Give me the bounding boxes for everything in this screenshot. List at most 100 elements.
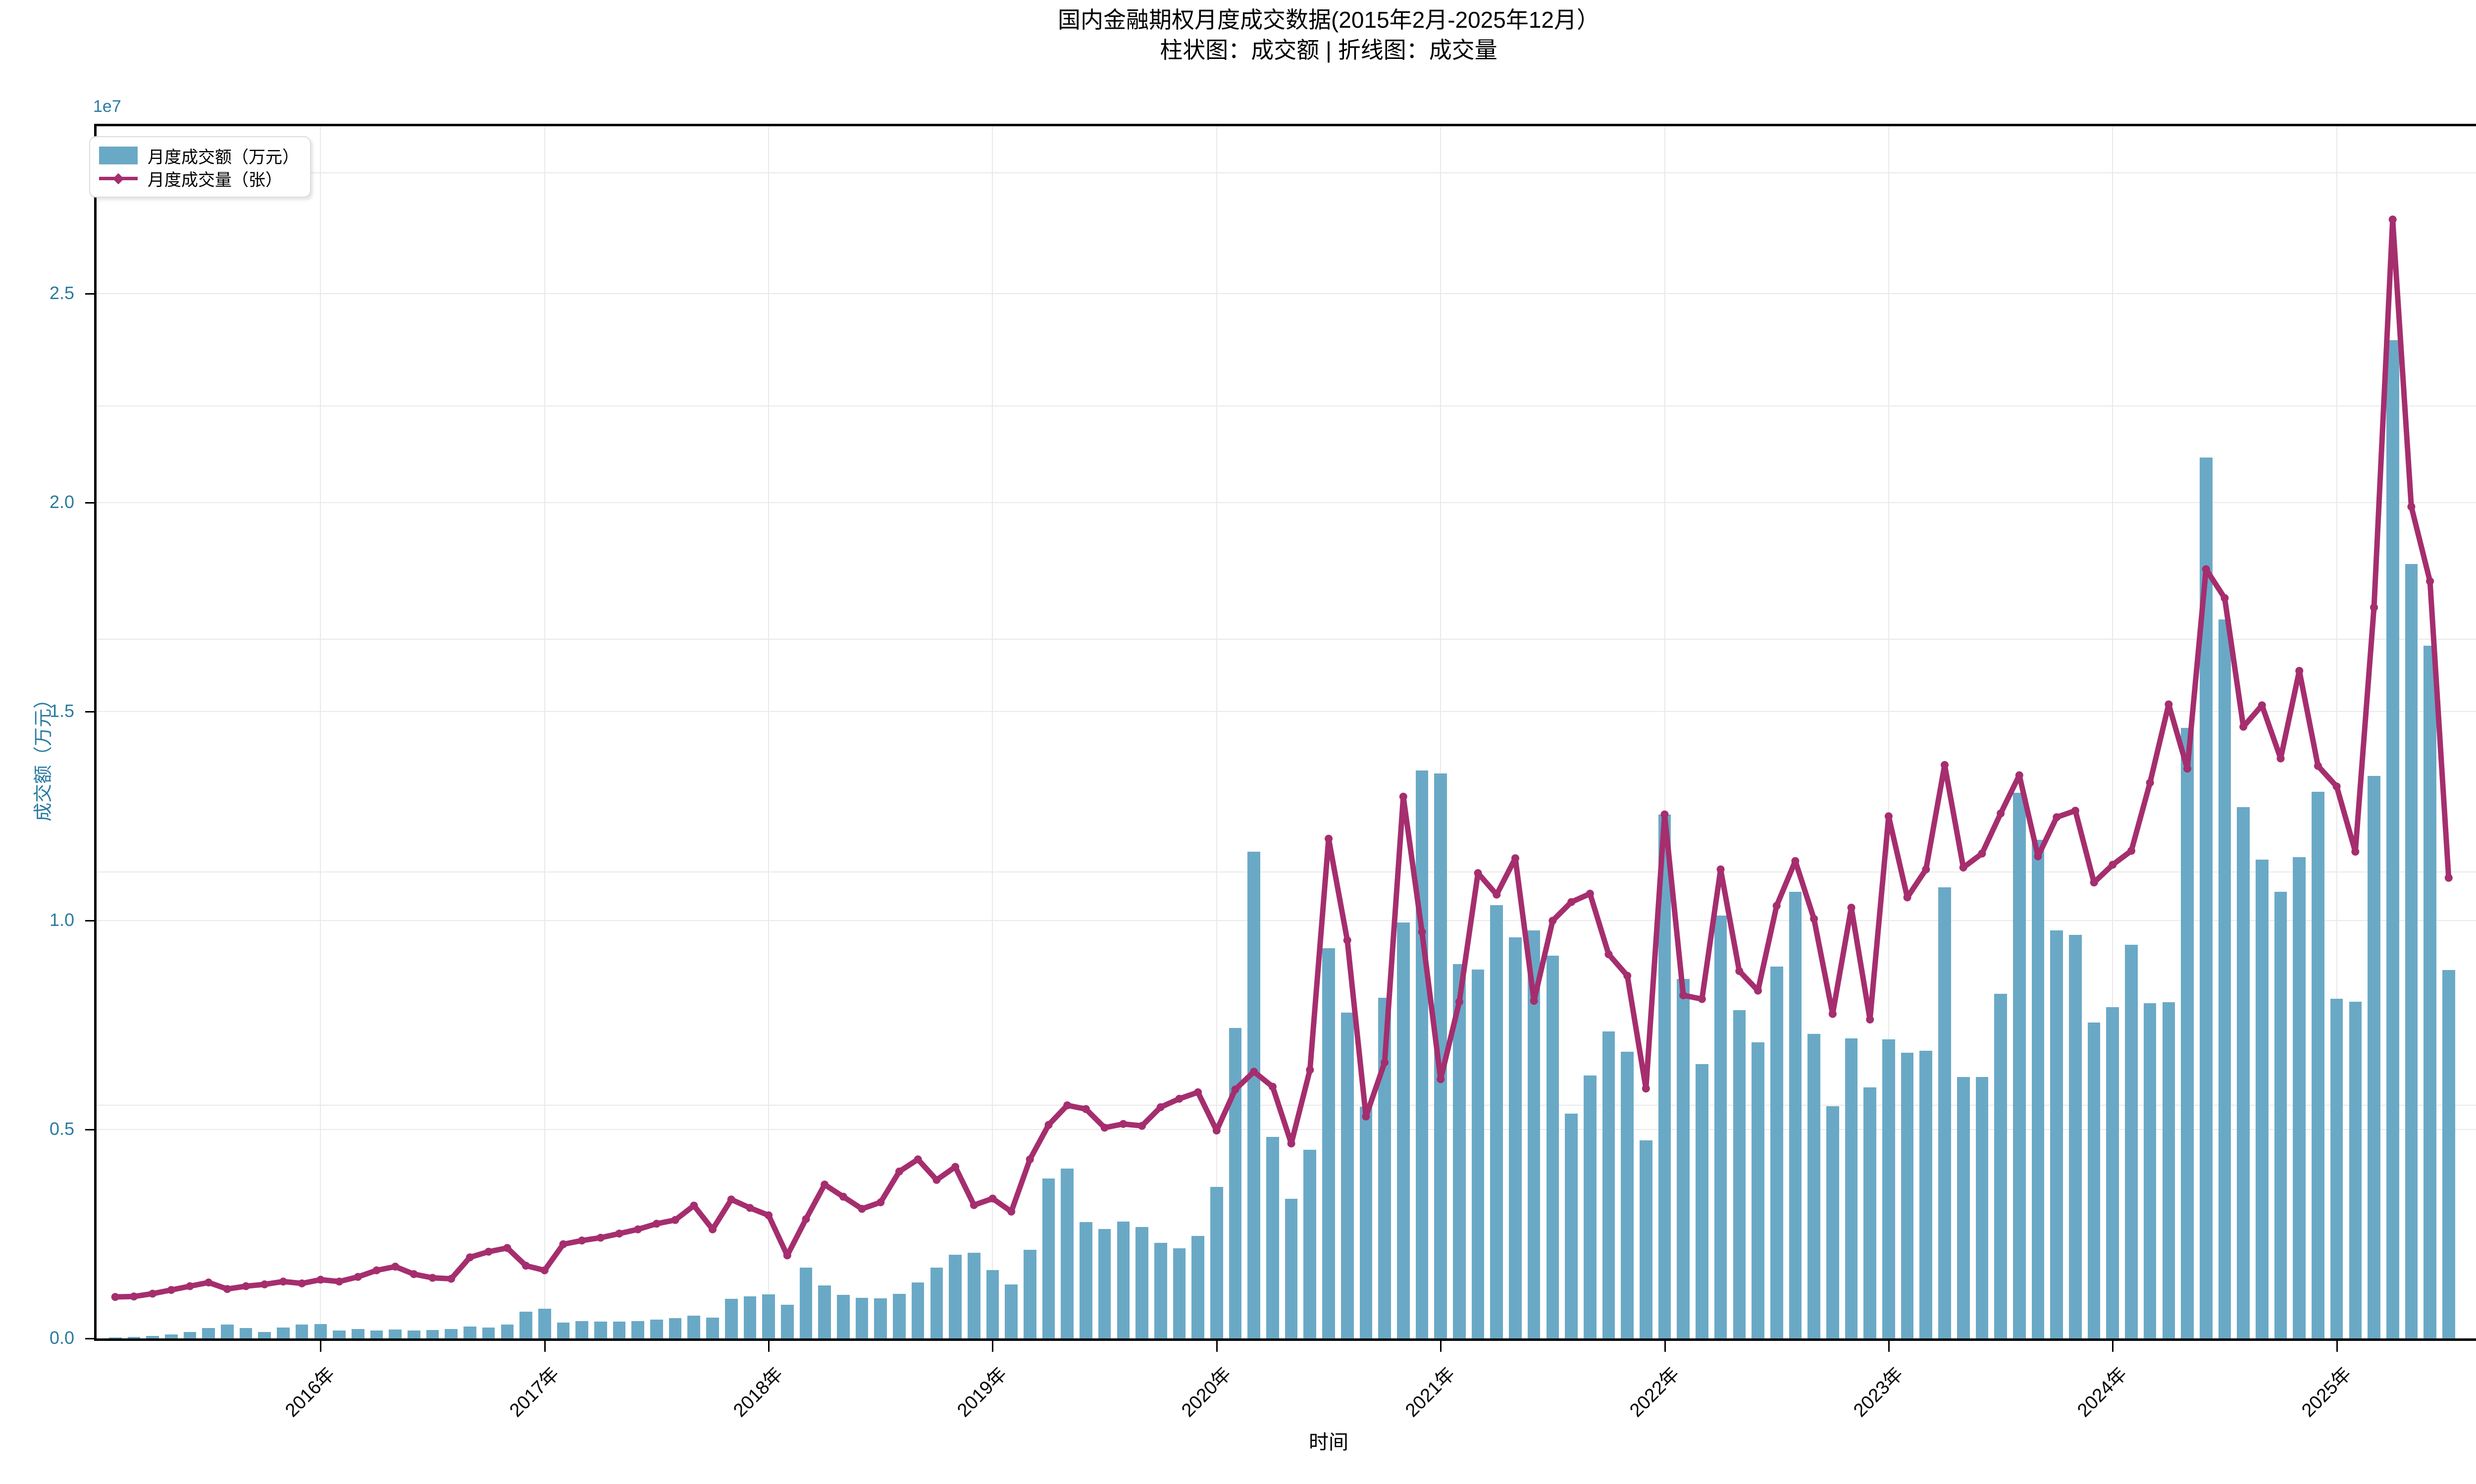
line-marker <box>709 1225 717 1233</box>
bar <box>1994 993 2007 1338</box>
horizontal-gridline <box>97 871 2476 873</box>
line-marker <box>260 1280 269 1288</box>
line-series-layer <box>111 215 2453 1301</box>
bar <box>464 1326 476 1338</box>
bar <box>164 1334 178 1338</box>
bar <box>1565 1113 1578 1338</box>
line-marker <box>1791 857 1800 865</box>
line-marker <box>727 1195 735 1204</box>
bar <box>669 1318 682 1338</box>
line-marker <box>1772 902 1781 910</box>
line-marker <box>298 1279 306 1287</box>
bar <box>1042 1178 1055 1338</box>
line-marker <box>2295 666 2304 675</box>
line-marker <box>1231 1085 1239 1094</box>
vertical-gridline <box>320 126 321 1338</box>
line-marker <box>1007 1207 1016 1216</box>
bar <box>1341 1013 1354 1338</box>
bar <box>1621 1051 1634 1338</box>
bar <box>1602 1031 1615 1338</box>
bar <box>1583 1075 1597 1338</box>
line-marker <box>895 1167 903 1176</box>
bar <box>1266 1137 1279 1338</box>
line-marker <box>1941 761 1949 769</box>
line-marker <box>1437 1075 1445 1083</box>
bar <box>1882 1039 1895 1338</box>
line-marker <box>914 1155 922 1164</box>
vertical-gridline <box>768 126 770 1338</box>
bar <box>295 1325 309 1338</box>
line-marker <box>1754 986 1762 995</box>
bar <box>1415 770 1429 1338</box>
bar <box>2293 857 2306 1338</box>
x-axis-tick-label: 2022年 <box>1625 1363 1684 1422</box>
line-marker <box>465 1253 474 1262</box>
bar <box>1098 1228 1111 1338</box>
line-marker <box>316 1276 325 1284</box>
bar <box>519 1311 532 1338</box>
bar <box>967 1252 980 1338</box>
line-marker <box>2239 722 2248 731</box>
left-axis-tick-mark <box>85 1128 94 1130</box>
line-marker <box>634 1225 642 1233</box>
line-marker <box>279 1278 287 1286</box>
line-marker <box>2015 771 2023 779</box>
bar <box>183 1331 197 1338</box>
x-axis-tick-label: 2019年 <box>953 1363 1011 1422</box>
x-axis-tick-label: 2016年 <box>281 1363 339 1422</box>
line-marker <box>1642 1084 1650 1093</box>
line-marker <box>671 1216 679 1224</box>
bar <box>1919 1051 1933 1338</box>
line-marker <box>1884 812 1893 820</box>
legend-item-bar[interactable]: 月度成交额（万元） <box>99 144 299 167</box>
line-marker <box>1082 1105 1090 1113</box>
line-marker <box>877 1198 885 1207</box>
x-axis-tick-mark <box>768 1341 770 1352</box>
left-axis-tick-label: 2.5 <box>49 282 74 303</box>
bar <box>2349 1002 2362 1338</box>
vertical-gridline <box>1216 126 1217 1338</box>
legend: 月度成交额（万元） 月度成交量（张） <box>89 136 311 198</box>
line-marker <box>1250 1068 1258 1076</box>
line-marker <box>1455 998 1463 1006</box>
line-marker <box>1828 1010 1837 1018</box>
horizontal-gridline <box>97 1105 2476 1106</box>
line-marker <box>1716 865 1725 873</box>
left-axis-tick-label: 0.0 <box>49 1328 74 1348</box>
bar <box>1322 948 1335 1338</box>
bar <box>538 1309 551 1338</box>
legend-item-line[interactable]: 月度成交量（张） <box>99 167 299 190</box>
line-marker <box>242 1282 250 1290</box>
line-marker <box>484 1247 493 1256</box>
bar <box>1826 1106 1839 1338</box>
line-marker <box>1026 1155 1034 1164</box>
line-marker <box>615 1229 623 1238</box>
bar <box>837 1295 850 1338</box>
x-axis-tick-mark <box>1440 1341 1442 1352</box>
line-marker <box>2053 813 2061 821</box>
line-marker <box>559 1240 567 1248</box>
x-axis-tick-label: 2025-12 <box>2437 1360 2476 1480</box>
line-marker <box>1212 1126 1221 1135</box>
bar <box>2330 998 2343 1338</box>
bar <box>2237 807 2250 1338</box>
line-marker <box>2370 603 2378 612</box>
bar <box>1733 1010 1746 1338</box>
bar <box>1938 887 1951 1338</box>
bar <box>650 1320 663 1338</box>
x-axis-tick-label: 2023年 <box>1850 1363 1908 1422</box>
line-marker <box>1362 1112 1370 1121</box>
line-marker <box>1735 967 1744 975</box>
line-marker <box>690 1201 698 1210</box>
vertical-gridline <box>2112 126 2114 1338</box>
line-marker <box>2146 778 2154 787</box>
bar <box>1229 1027 1242 1338</box>
bar <box>1247 851 1261 1338</box>
bar <box>2162 1002 2175 1338</box>
x-axis-tick-label: 2020年 <box>1177 1363 1236 1422</box>
left-axis-tick-mark <box>85 920 94 921</box>
chart-title-block: 国内金融期权月度成交数据(2015年2月-2025年12月） 柱状图：成交额 |… <box>0 5 2476 65</box>
line-marker <box>1530 997 1538 1005</box>
bar <box>1752 1042 1764 1338</box>
